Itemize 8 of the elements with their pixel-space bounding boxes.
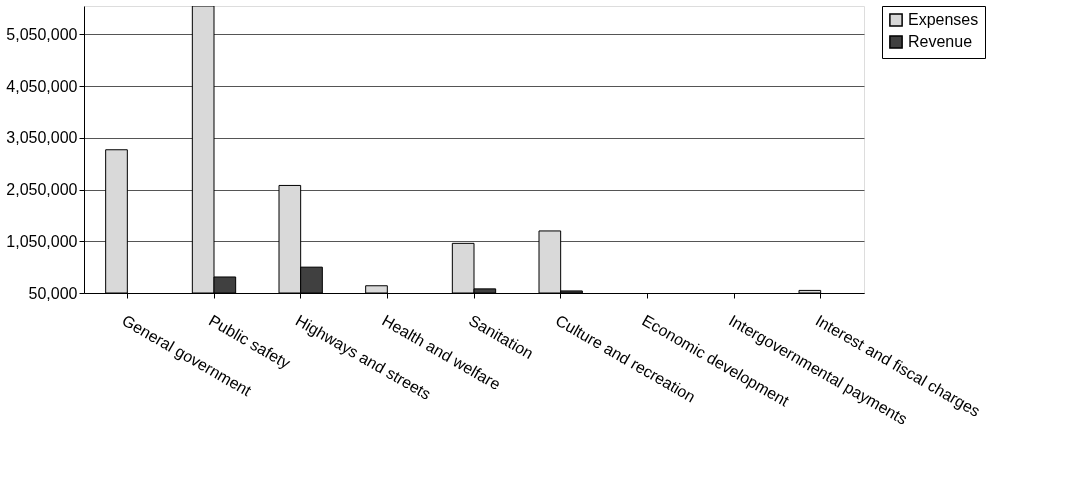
y-tick-label: 1,050,000 bbox=[6, 232, 78, 250]
legend-label: Expenses bbox=[908, 11, 979, 28]
y-tick-label: 50,000 bbox=[28, 284, 78, 302]
y-tick-label: 5,050,000 bbox=[6, 25, 78, 43]
y-tick-label: 3,050,000 bbox=[6, 129, 78, 147]
y-tick-label: 2,050,000 bbox=[6, 181, 78, 199]
y-tick-label: 4,050,000 bbox=[6, 77, 78, 95]
legend-label: Revenue bbox=[908, 33, 973, 50]
